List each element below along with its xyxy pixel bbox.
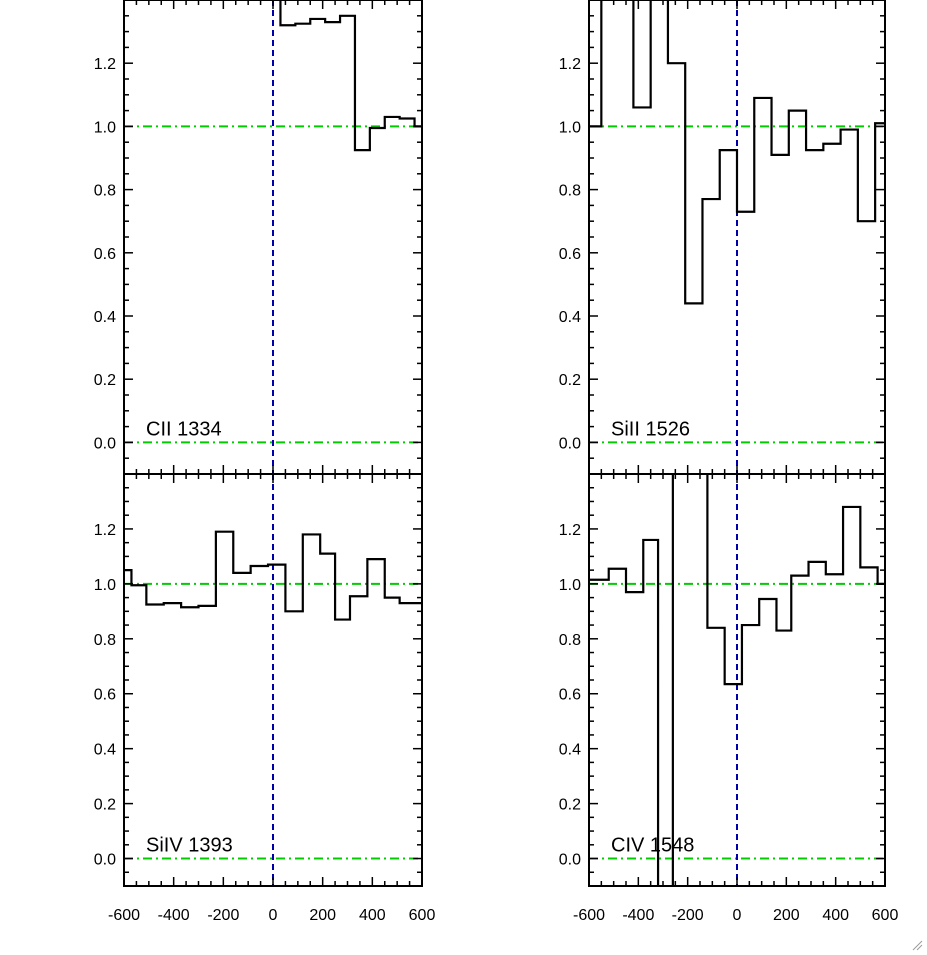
y-tick-label: 1.2 — [94, 56, 116, 73]
y-tick-label: 1.0 — [94, 577, 116, 594]
x-tick-label: -600 — [108, 907, 140, 924]
y-tick-label: 0.0 — [94, 852, 116, 869]
spectrum-step-line — [589, 0, 885, 305]
panel-bottom-right: 0.0 0.2 0.4 0.6 0.8 1.0 1.2 -600 -400 -200 0 200 400… — [559, 473, 899, 924]
y-tick-label: 0.6 — [94, 246, 116, 263]
y-tick-label: 0.2 — [559, 797, 581, 814]
ion-label: SiIV 1393 — [146, 835, 233, 857]
ion-label: CIV 1548 — [611, 835, 694, 857]
y-tick-label: 1.2 — [559, 522, 581, 539]
y-tick-label: 0.8 — [559, 632, 581, 649]
y-tick-label: 0.0 — [559, 852, 581, 869]
spectrum-step-line — [279, 0, 422, 152]
y-tick-label: 0.4 — [559, 309, 581, 326]
x-tick-label: -600 — [573, 907, 605, 924]
x-tick-label: -400 — [158, 907, 190, 924]
resize-grip-icon[interactable] — [911, 939, 923, 951]
y-tick-label: 0.2 — [94, 797, 116, 814]
y-tick-label: 0.8 — [94, 632, 116, 649]
x-tick-label: -200 — [207, 907, 239, 924]
y-tick-label: 0.4 — [94, 742, 116, 759]
y-tick-label: 0.8 — [559, 183, 581, 200]
y-tick-label: 1.2 — [559, 56, 581, 73]
ion-label: SiII 1526 — [611, 418, 690, 440]
y-tick-label: 0.0 — [94, 435, 116, 452]
x-tick-label: -200 — [672, 907, 704, 924]
y-tick-label: 0.2 — [94, 372, 116, 389]
y-tick-label: 0.6 — [94, 687, 116, 704]
x-tick-label: 600 — [409, 907, 436, 924]
x-tick-label: 600 — [872, 907, 899, 924]
y-tick-label: 0.2 — [559, 372, 581, 389]
y-tick-label: 0.6 — [559, 246, 581, 263]
y-tick-label: 1.0 — [94, 119, 116, 136]
spectrum-step-line — [589, 474, 885, 886]
y-tick-label: 0.0 — [559, 435, 581, 452]
y-tick-label: 1.2 — [94, 522, 116, 539]
x-tick-label: 200 — [309, 907, 336, 924]
ion-label: CII 1334 — [146, 418, 222, 440]
x-tick-label: 400 — [822, 907, 849, 924]
x-tick-label: 0 — [733, 907, 742, 924]
y-tick-label: 0.4 — [94, 309, 116, 326]
panel-bottom-left: 0.0 0.2 0.4 0.6 0.8 1.0 1.2 -600 -400 -200 0 200 400… — [94, 473, 436, 924]
y-tick-label: 0.6 — [559, 687, 581, 704]
x-tick-label: 0 — [269, 907, 278, 924]
spectrum-step-line — [124, 530, 422, 621]
y-tick-label: 1.0 — [559, 577, 581, 594]
x-tick-label: 400 — [359, 907, 386, 924]
panel-top-right: 0.0 0.2 0.4 0.6 0.8 1.0 1.2 SiII 1526 — [559, 0, 886, 475]
y-tick-label: 0.4 — [559, 742, 581, 759]
y-tick-label: 0.8 — [94, 183, 116, 200]
y-tick-label: 1.0 — [559, 119, 581, 136]
x-tick-label: -400 — [622, 907, 654, 924]
x-tick-label: 200 — [773, 907, 800, 924]
panel-top-left: 0.0 0.2 0.4 0.6 0.8 1.0 1.2 CII 1334 — [94, 0, 423, 475]
